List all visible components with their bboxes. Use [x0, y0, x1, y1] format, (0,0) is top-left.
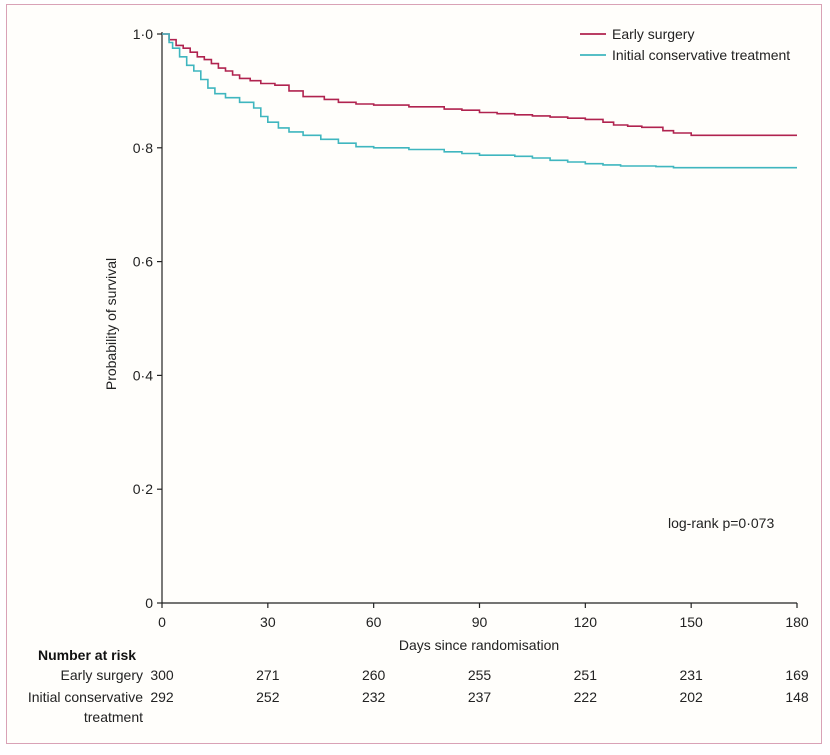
y-tick-label: 1·0	[133, 26, 153, 42]
early-surgery-curve	[162, 33, 797, 137]
x-tick-label: 60	[366, 614, 382, 630]
legend-label-conservative: Initial conservative treatment	[612, 47, 790, 63]
x-tick-label: 120	[574, 614, 598, 630]
legend-label-early-surgery: Early surgery	[612, 26, 694, 42]
y-tick-label: 0·2	[133, 481, 153, 497]
log-rank-annotation: log-rank p=0·073	[668, 515, 774, 531]
x-tick-label: 30	[260, 614, 276, 630]
x-tick-label: 150	[679, 614, 703, 630]
y-tick-label: 0	[145, 595, 153, 611]
x-axis-title: Days since randomisation	[399, 637, 559, 653]
conservative-curve	[162, 33, 797, 169]
figure-frame	[6, 4, 822, 744]
x-tick-label: 0	[158, 614, 166, 630]
axes: 0 30 60 90 120 150 180 0 0·2 0·4 0·6 0·8 1·0	[133, 26, 809, 630]
y-tick-label: 0·8	[133, 140, 153, 156]
y-tick-label: 0·4	[133, 367, 153, 383]
x-tick-label: 90	[472, 614, 488, 630]
legend: Early surgery Initial conservative treatm…	[580, 26, 790, 63]
y-tick-label: 0·6	[133, 254, 153, 270]
x-tick-label: 180	[785, 614, 809, 630]
y-axis-title: Probability of survival	[103, 258, 119, 390]
curves	[162, 33, 797, 169]
